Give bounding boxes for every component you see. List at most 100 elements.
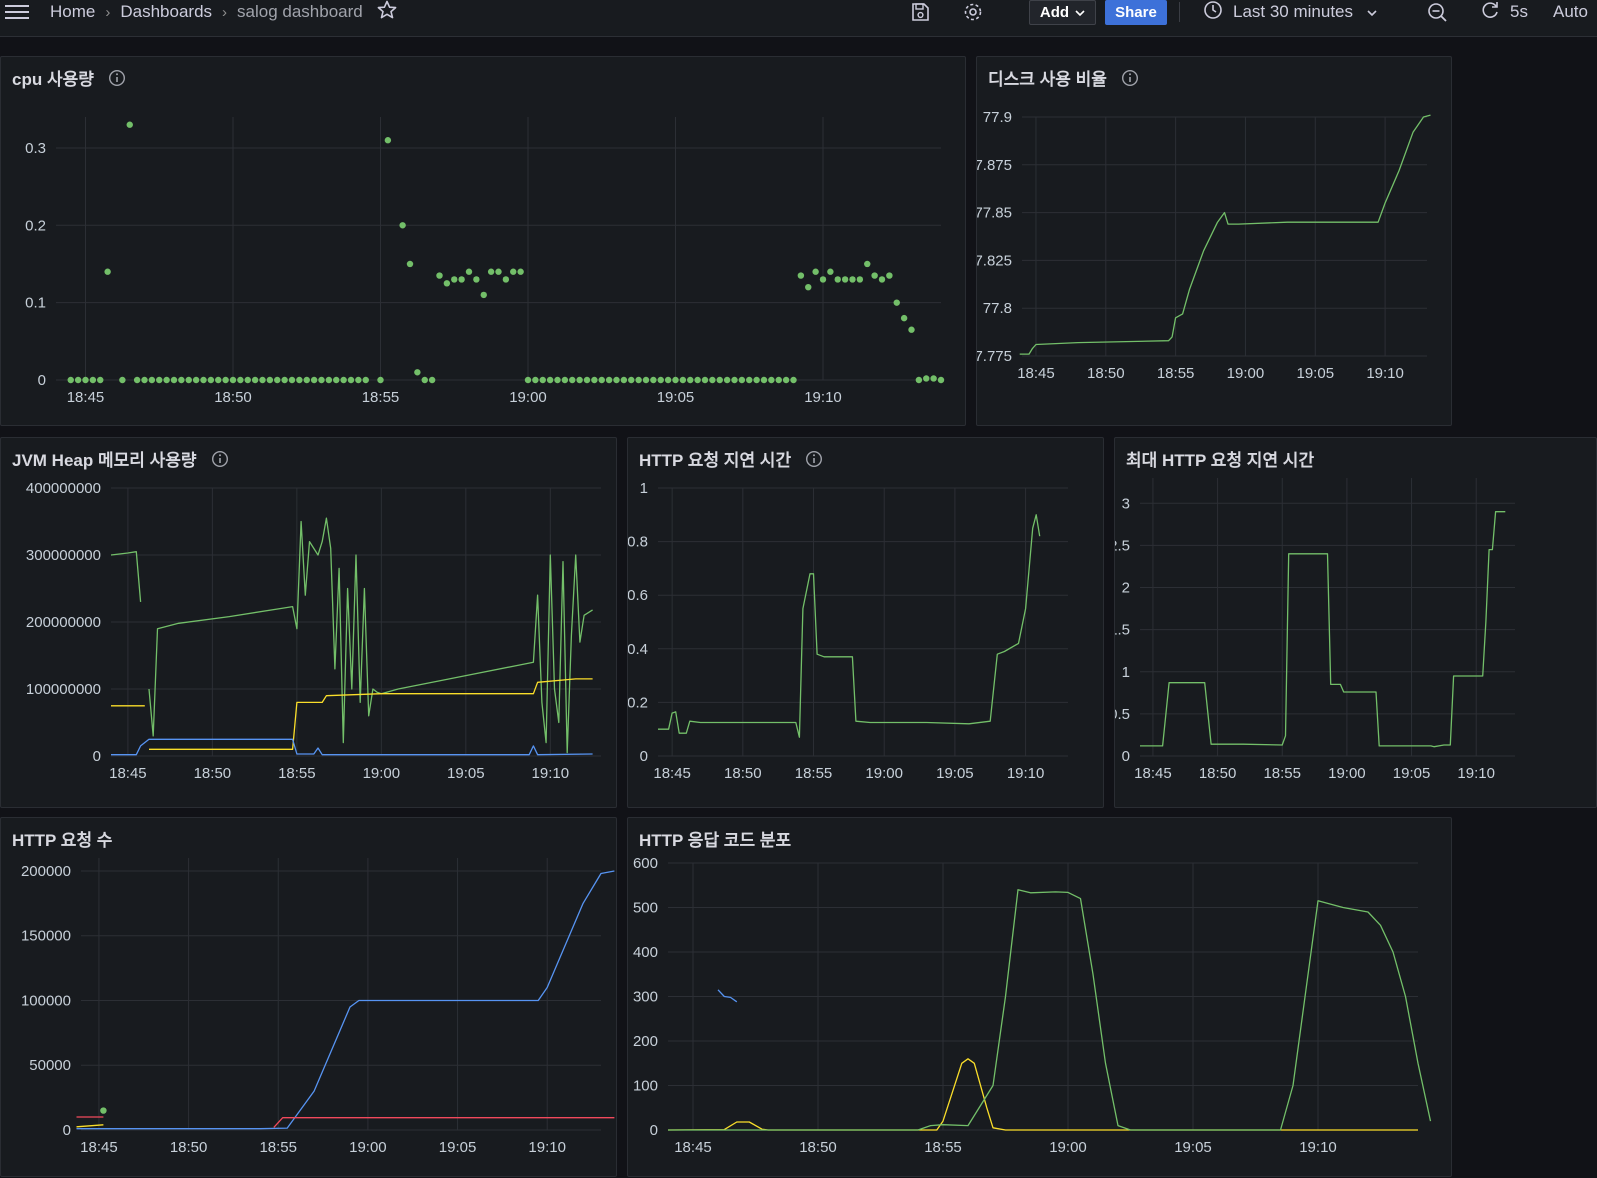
zoom-out-icon[interactable] xyxy=(1426,0,1448,24)
data-point[interactable] xyxy=(539,376,546,384)
data-point[interactable] xyxy=(104,268,111,275)
info-icon[interactable] xyxy=(211,450,229,468)
data-point[interactable] xyxy=(893,299,900,306)
series-line-green[interactable] xyxy=(110,551,142,602)
data-point[interactable] xyxy=(251,376,259,384)
data-point[interactable] xyxy=(598,376,605,384)
data-point[interactable] xyxy=(819,276,827,283)
data-point[interactable] xyxy=(657,376,664,384)
maxlatency-chart[interactable]: 0 0.5 1 1.5 2 2.5 3 18:45 18:50 18:55 19:00 19:05 19… xyxy=(1115,438,1597,809)
data-point[interactable] xyxy=(687,376,694,384)
data-point[interactable] xyxy=(443,280,451,287)
series-line-green[interactable] xyxy=(1019,114,1431,355)
data-point[interactable] xyxy=(274,376,281,384)
data-point[interactable] xyxy=(605,376,613,384)
data-point[interactable] xyxy=(576,376,583,384)
data-point[interactable] xyxy=(583,376,591,384)
data-point[interactable] xyxy=(495,268,502,275)
data-point[interactable] xyxy=(244,376,251,384)
data-point[interactable] xyxy=(340,376,347,384)
series-line-red[interactable] xyxy=(273,1117,615,1128)
data-point[interactable] xyxy=(185,376,192,384)
data-point[interactable] xyxy=(886,272,893,279)
series-line-green[interactable] xyxy=(148,517,593,754)
data-point[interactable] xyxy=(937,376,945,384)
data-point[interactable] xyxy=(701,376,709,384)
series-line-blue[interactable] xyxy=(717,989,738,1003)
data-point[interactable] xyxy=(170,376,178,384)
data-point[interactable] xyxy=(259,376,266,384)
jvm-chart[interactable]: 0 100000000 200000000 300000000 400000000 18:… xyxy=(1,438,618,809)
panel-latency[interactable]: HTTP 요청 지연 시간 0 0.2 0.4 0.6 0.8 1 18:45 18:50 18… xyxy=(627,437,1104,808)
data-point[interactable] xyxy=(613,376,620,384)
data-point[interactable] xyxy=(502,276,510,283)
panel-disk[interactable]: 디스크 사용 비율 77.77577.877.82577.8577.87577.… xyxy=(976,56,1452,426)
series-line-yellow[interactable] xyxy=(76,1124,104,1128)
data-point[interactable] xyxy=(133,376,141,384)
share-button[interactable]: Share xyxy=(1105,0,1167,25)
data-point[interactable] xyxy=(67,376,74,384)
data-point[interactable] xyxy=(510,268,517,275)
data-point[interactable] xyxy=(163,376,170,384)
data-point[interactable] xyxy=(141,376,148,384)
data-point[interactable] xyxy=(487,268,495,275)
data-point[interactable] xyxy=(377,376,384,384)
data-point[interactable] xyxy=(768,376,775,384)
data-point[interactable] xyxy=(797,272,805,279)
data-point[interactable] xyxy=(915,376,923,384)
save-icon[interactable] xyxy=(909,0,931,24)
data-point[interactable] xyxy=(524,376,532,384)
cpu-chart[interactable]: 0 0.1 0.2 0.3 18:45 18:50 18:55 19:00 19:05 19:10 xyxy=(1,57,967,427)
data-point[interactable] xyxy=(805,283,812,291)
data-point[interactable] xyxy=(908,326,915,333)
data-point[interactable] xyxy=(532,376,539,384)
reqcount-chart[interactable]: 0 50000 100000 150000 200000 18:45 18:50 18:55 1… xyxy=(1,818,618,1178)
data-point[interactable] xyxy=(237,376,244,384)
data-point[interactable] xyxy=(451,276,458,283)
panel-reqcount[interactable]: HTTP 요청 수 0 50000 100000 150000 200000 18:45 1… xyxy=(0,817,617,1177)
codes-chart[interactable]: 0 100 200 300 400 500 600 18:45 18:50 18:55 19:00 1… xyxy=(628,818,1453,1178)
data-point[interactable] xyxy=(782,376,790,384)
menu-icon[interactable] xyxy=(4,0,30,24)
panel-codes[interactable]: HTTP 응답 코드 분포 0 100 200 300 400 500 600 18:45 18… xyxy=(627,817,1452,1177)
data-point[interactable] xyxy=(753,376,760,384)
data-point[interactable] xyxy=(620,376,628,384)
data-point[interactable] xyxy=(871,272,878,279)
series-line-green[interactable] xyxy=(668,889,1432,1131)
add-button[interactable]: Add xyxy=(1029,0,1096,25)
series-line-blue[interactable] xyxy=(111,738,593,756)
data-point[interactable] xyxy=(790,376,797,384)
data-point[interactable] xyxy=(296,376,303,384)
data-point[interactable] xyxy=(746,376,753,384)
data-point[interactable] xyxy=(672,376,679,384)
data-point[interactable] xyxy=(362,376,369,384)
data-point[interactable] xyxy=(148,376,156,384)
data-point[interactable] xyxy=(89,376,97,384)
breadcrumb-dashboards[interactable]: Dashboards xyxy=(120,2,213,21)
info-icon[interactable] xyxy=(1121,69,1139,87)
series-line-green[interactable] xyxy=(1140,511,1506,748)
data-point[interactable] xyxy=(229,376,237,384)
data-point[interactable] xyxy=(333,376,340,384)
data-point[interactable] xyxy=(679,376,687,384)
series-line-yellow[interactable] xyxy=(667,1058,1418,1131)
data-point[interactable] xyxy=(97,376,104,384)
data-point[interactable] xyxy=(192,376,200,384)
data-point[interactable] xyxy=(428,376,436,384)
data-point[interactable] xyxy=(303,376,310,384)
data-point[interactable] xyxy=(480,291,487,299)
data-point[interactable] xyxy=(355,376,362,384)
data-point[interactable] xyxy=(74,376,82,384)
data-point[interactable] xyxy=(281,376,288,384)
data-point[interactable] xyxy=(266,376,274,384)
data-point[interactable] xyxy=(856,276,864,283)
panel-cpu[interactable]: cpu 사용량 0 0.1 0.2 0.3 18:45 18:50 18:55 19:00 19… xyxy=(0,56,966,426)
data-point[interactable] xyxy=(414,369,421,376)
data-point[interactable] xyxy=(716,376,723,384)
series-line-yellow[interactable] xyxy=(149,678,593,750)
data-point[interactable] xyxy=(436,272,443,279)
latency-chart[interactable]: 0 0.2 0.4 0.6 0.8 1 18:45 18:50 18:55 19:00 19:05 1… xyxy=(628,438,1105,809)
data-point[interactable] xyxy=(325,376,333,384)
data-point[interactable] xyxy=(200,376,207,384)
data-point[interactable] xyxy=(738,376,746,384)
